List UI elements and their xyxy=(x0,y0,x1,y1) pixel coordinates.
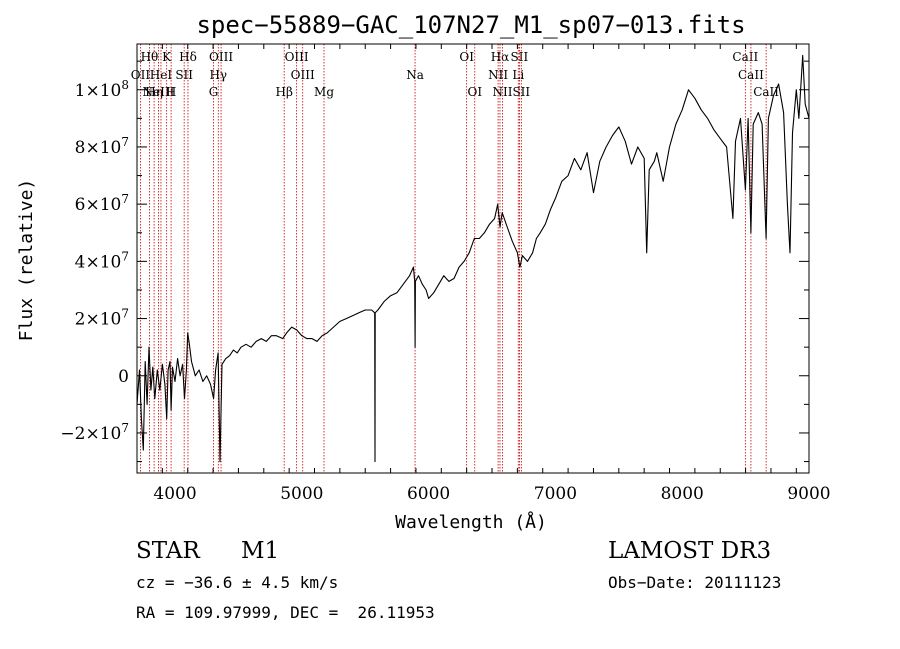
spectral-line-label: Hα xyxy=(491,50,510,64)
y-tick-mantissa: 4×10 xyxy=(75,252,122,272)
x-tick-label: 4000 xyxy=(153,484,196,504)
observation-date: Obs−Date: 20111123 xyxy=(608,573,782,592)
y-tick-mantissa: 8×10 xyxy=(75,138,122,158)
y-tick-exponent: 7 xyxy=(121,307,129,321)
y-tick-exponent: 7 xyxy=(121,135,129,149)
spectral-line-label: OI xyxy=(459,50,474,64)
y-tick-label: 4×107 xyxy=(75,249,129,272)
coordinates: RA = 109.97999, DEC = 26.11953 xyxy=(136,603,435,622)
survey-name: LAMOST DR3 xyxy=(608,538,772,564)
spectral-line-markers: HθOIIHηNeIIIHeIKHSIIHδGHγOIIIHβOIIIOIIIM… xyxy=(131,44,779,473)
spectral-line-label: Hβ xyxy=(276,85,293,99)
spectral-line-label: NII xyxy=(488,68,508,82)
spectral-line-label: Hθ xyxy=(141,50,159,64)
y-tick-mantissa: 6×10 xyxy=(75,195,122,215)
spectral-line-label: OII xyxy=(131,68,151,82)
y-tick-label: 2×107 xyxy=(75,307,129,330)
y-axis-label: Flux (relative) xyxy=(16,179,37,342)
spectral-line-label: Hδ xyxy=(179,50,197,64)
spectral-line-label: SII xyxy=(512,85,530,99)
spectral-line-label: NII xyxy=(493,85,513,99)
y-tick-label: 1×108 xyxy=(75,78,129,101)
y-tick-exponent: 7 xyxy=(121,192,129,206)
spectral-line-label: OI xyxy=(467,85,482,99)
y-tick-label: −2×107 xyxy=(60,421,129,444)
plot-frame xyxy=(136,43,810,474)
y-tick-label: 8×107 xyxy=(75,135,129,158)
spectral-line-label: SII xyxy=(175,68,193,82)
x-axis: 4000 5000 6000 7000 8000 9000 xyxy=(136,44,831,504)
y-tick-exponent: 8 xyxy=(121,78,129,92)
y-tick-exponent: 7 xyxy=(121,421,129,435)
spectral-line-label: Hγ xyxy=(209,68,227,82)
chart-title: spec−55889−GAC_107N27_M1_sp07−013.fits xyxy=(196,11,745,39)
redshift-cz: cz = −36.6 ± 4.5 km/s xyxy=(136,573,339,592)
y-tick-label: 0 xyxy=(118,367,129,387)
spectral-line-label: Li xyxy=(512,68,524,82)
spectral-line-label: HeI xyxy=(150,68,173,82)
spectral-line-label: K xyxy=(162,50,172,64)
object-class: STAR xyxy=(136,538,200,564)
spectral-line-label: OIII xyxy=(291,68,315,82)
x-tick-label: 8000 xyxy=(661,484,704,504)
y-tick-mantissa: 0 xyxy=(118,367,129,387)
x-tick-label: 9000 xyxy=(787,484,830,504)
x-tick-label: 6000 xyxy=(407,484,450,504)
x-tick-label: 5000 xyxy=(280,484,323,504)
y-tick-label: 6×107 xyxy=(75,192,129,215)
spectral-line-label: OIII xyxy=(209,50,233,64)
spectral-line-label: Mg xyxy=(314,85,334,99)
spectral-line-label: OIII xyxy=(285,50,309,64)
spectral-line-label: CaII xyxy=(753,85,779,99)
spectral-line-label: CaII xyxy=(732,50,758,64)
spectral-line-label: CaII xyxy=(738,68,764,82)
x-axis-label: Wavelength (Å) xyxy=(395,511,547,533)
spectrum-series xyxy=(136,54,810,463)
spectrum-line xyxy=(136,54,810,463)
spectral-line-label: Na xyxy=(406,68,424,82)
spectral-line-label: G xyxy=(209,85,219,99)
object-subclass: M1 xyxy=(241,538,280,564)
x-tick-label: 7000 xyxy=(534,484,577,504)
y-tick-exponent: 7 xyxy=(121,249,129,263)
spectral-line-label: SII xyxy=(511,50,529,64)
y-tick-mantissa: −2×10 xyxy=(60,424,121,444)
spectral-line-label: H xyxy=(166,85,176,99)
y-tick-mantissa: 2×10 xyxy=(75,310,122,330)
y-tick-mantissa: 1×10 xyxy=(75,81,122,101)
